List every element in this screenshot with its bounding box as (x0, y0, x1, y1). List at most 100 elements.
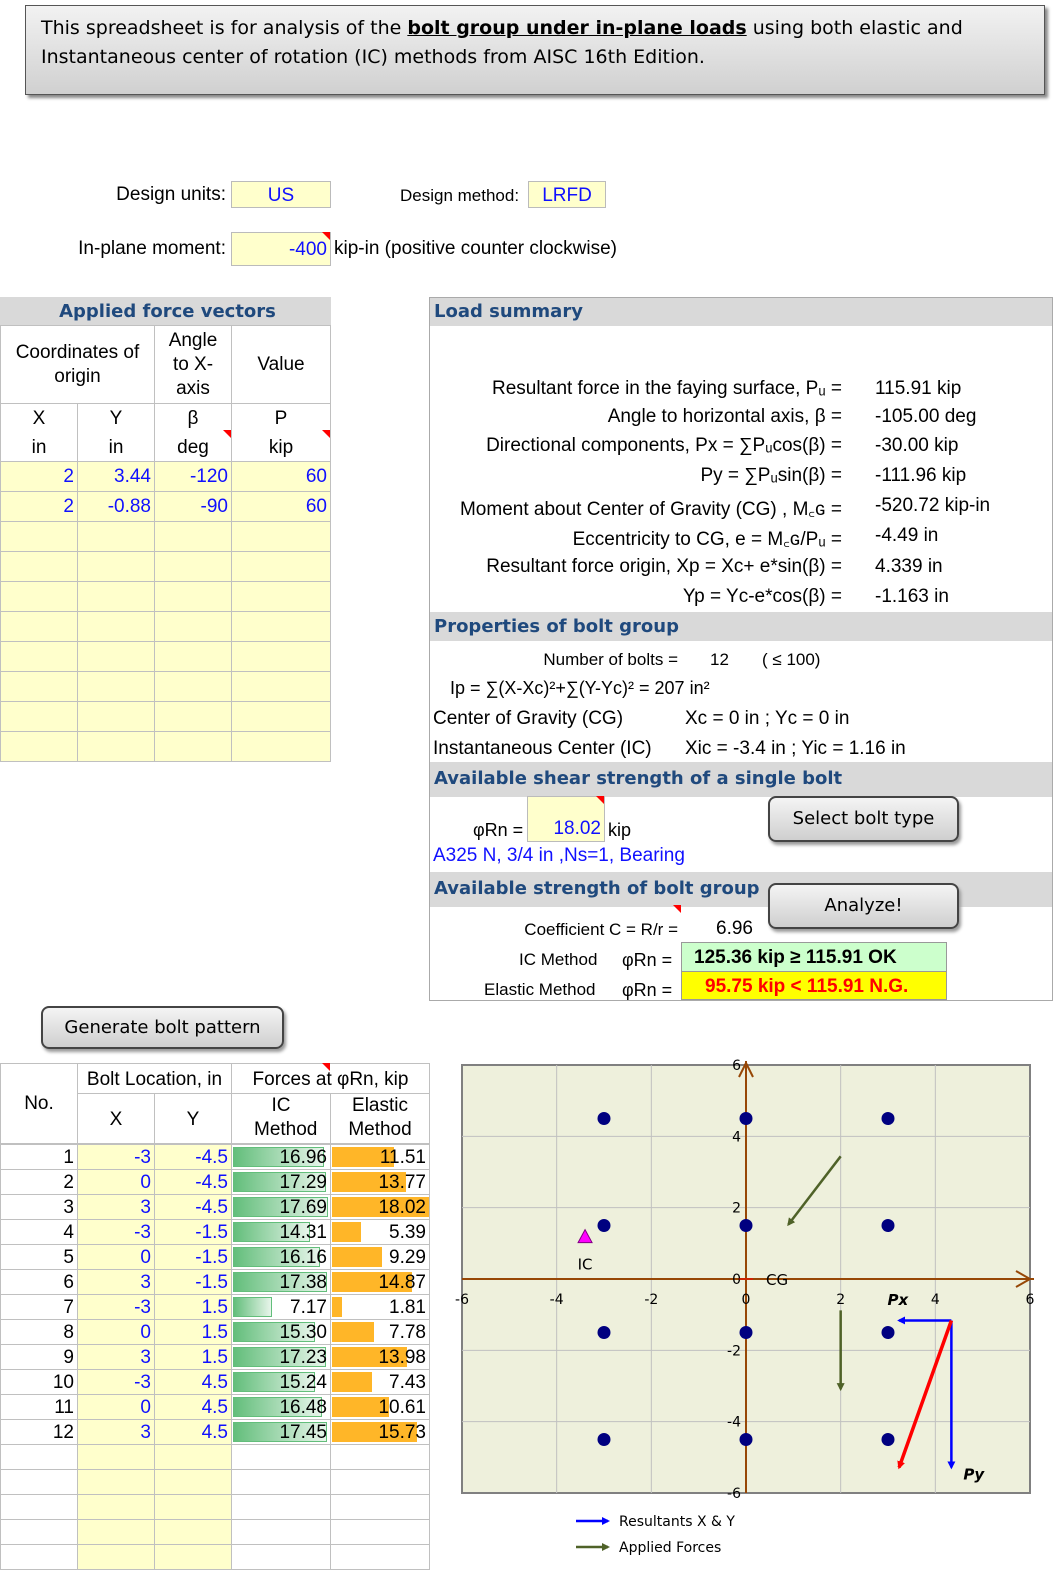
force-cell[interactable] (154, 581, 232, 612)
bolt-y (154, 1519, 232, 1545)
force-cell[interactable] (0, 671, 78, 702)
force-cell[interactable] (0, 611, 78, 642)
design-units-input[interactable]: US (231, 181, 331, 208)
force-cell[interactable]: 2 (0, 461, 78, 492)
force-cell[interactable] (231, 581, 331, 612)
force-cell[interactable]: 2 (0, 491, 78, 522)
data-bar (233, 1397, 322, 1417)
force-cell[interactable] (231, 611, 331, 642)
force-cell[interactable] (77, 611, 155, 642)
cell-value: 18.02 (378, 1197, 426, 1218)
ic-phi-label: φRn = (622, 950, 673, 970)
force-cell[interactable] (231, 641, 331, 672)
x-axis-arrow (1015, 1270, 1033, 1288)
banner-bold: bolt group under in-plane loads (407, 17, 747, 39)
load-value: -1.163 in (875, 586, 949, 607)
force-cell[interactable] (77, 581, 155, 612)
bolt-x: 3 (77, 1344, 155, 1370)
design-method-input[interactable]: LRFD (528, 181, 606, 208)
bolt-x: 3 (77, 1269, 155, 1295)
ic-force: 17.29 (231, 1169, 331, 1195)
ic-force: 17.45 (231, 1419, 331, 1445)
analyze-button[interactable]: Analyze! (768, 883, 959, 929)
bolt-point (597, 1112, 611, 1125)
cell-value: 4.5 (201, 1397, 228, 1418)
force-cell[interactable] (0, 641, 78, 672)
cell-value: 13.98 (378, 1347, 426, 1368)
force-cell[interactable]: 3.44 (77, 461, 155, 492)
force-cell[interactable] (77, 521, 155, 552)
force-cell[interactable] (77, 671, 155, 702)
bolt-point (739, 1112, 753, 1125)
bolt-no: 1 (0, 1144, 78, 1170)
comment-marker (673, 905, 681, 913)
force-cell[interactable] (0, 581, 78, 612)
generate-bolt-pattern-button[interactable]: Generate bolt pattern (41, 1006, 284, 1049)
phi-rn-input[interactable]: 18.02 (527, 796, 605, 842)
cell-value: 1.81 (389, 1297, 426, 1318)
force-cell[interactable] (231, 671, 331, 702)
bolt-x: 0 (77, 1169, 155, 1195)
moment-input[interactable]: -400 (231, 232, 331, 266)
bolt-no: 11 (0, 1394, 78, 1420)
force-cell[interactable] (77, 701, 155, 732)
data-bar (332, 1222, 361, 1242)
coef-label: Coefficient C = R/r = (524, 920, 678, 939)
subheader-unit: kip (268, 437, 294, 458)
force-cell[interactable] (0, 551, 78, 582)
force-cell[interactable]: 60 (231, 491, 331, 522)
bolt-x: -3 (77, 1144, 155, 1170)
header-bolt-location: Bolt Location, in (77, 1063, 232, 1094)
force-cell[interactable] (0, 731, 78, 762)
phi-label: φRn = (473, 820, 524, 840)
legend-label: Applied Forces (619, 1540, 721, 1556)
force-cell[interactable] (231, 701, 331, 732)
bolt-no (0, 1444, 78, 1470)
comment-marker (223, 430, 231, 438)
force-cell[interactable] (0, 701, 78, 732)
force-cell[interactable] (0, 521, 78, 552)
force-cell[interactable] (77, 551, 155, 582)
force-cell[interactable] (231, 551, 331, 582)
comment-marker (322, 430, 330, 438)
force-cell[interactable] (154, 551, 232, 582)
cell-value: 15.30 (279, 1322, 327, 1343)
elastic-force: 13.77 (330, 1169, 430, 1195)
force-cell[interactable]: -0.88 (77, 491, 155, 522)
bolt-y: 1.5 (154, 1319, 232, 1345)
force-cell[interactable] (77, 641, 155, 672)
force-cell[interactable] (231, 521, 331, 552)
cell-value: -4.5 (195, 1172, 228, 1193)
cell-value: 12 (52, 1422, 74, 1443)
subheader-symbol: Y (109, 408, 123, 429)
header-ic-method: IC Method (231, 1093, 331, 1144)
ic-method-label: IC Method (519, 950, 598, 969)
select-bolt-type-button[interactable]: Select bolt type (768, 796, 959, 842)
force-cell[interactable] (77, 731, 155, 762)
force-cell[interactable] (231, 731, 331, 762)
y-tick-label: -6 (727, 1486, 741, 1502)
single-bolt-title: Available shear strength of a single bol… (430, 762, 1052, 797)
bolt-point (881, 1433, 895, 1446)
subheader-2: β deg (154, 403, 232, 462)
bolt-x (77, 1444, 155, 1470)
force-cell[interactable]: -120 (154, 461, 232, 492)
cg-value: Xc = 0 in ; Yc = 0 in (685, 708, 850, 729)
force-cell[interactable]: -90 (154, 491, 232, 522)
phi-unit: kip (608, 820, 632, 840)
force-cell[interactable] (154, 521, 232, 552)
load-label: Yp = Yc-e*cos(β) = (682, 586, 842, 607)
force-cell[interactable] (154, 641, 232, 672)
force-cell[interactable] (154, 671, 232, 702)
force-cell[interactable] (154, 731, 232, 762)
force-cell[interactable] (154, 701, 232, 732)
cell-value: 7.78 (389, 1322, 426, 1343)
bolt-x (77, 1519, 155, 1545)
bolt-no: 4 (0, 1219, 78, 1245)
comment-marker (322, 232, 330, 240)
force-cell[interactable] (154, 611, 232, 642)
elastic-force: 13.98 (330, 1344, 430, 1370)
cell-value: 7 (63, 1297, 74, 1318)
elastic-force: 15.73 (330, 1419, 430, 1445)
force-cell[interactable]: 60 (231, 461, 331, 492)
